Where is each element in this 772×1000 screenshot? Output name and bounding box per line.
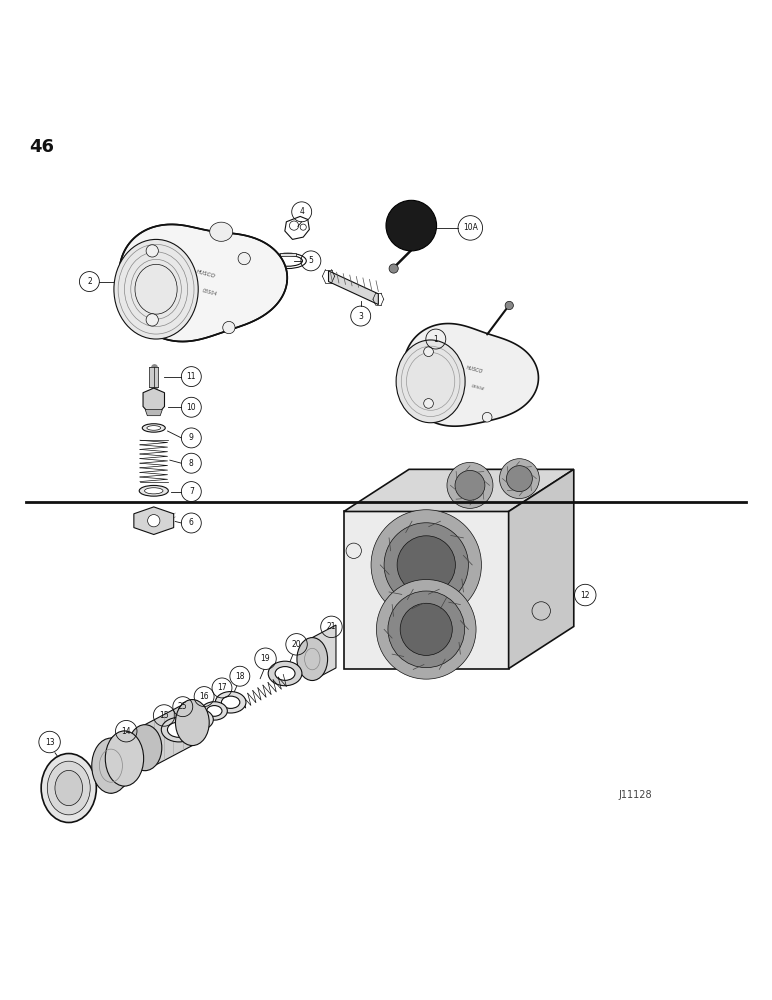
Polygon shape: [509, 469, 574, 669]
Text: 16: 16: [199, 692, 209, 701]
Text: 19: 19: [261, 654, 270, 663]
Ellipse shape: [297, 638, 327, 681]
Circle shape: [377, 580, 476, 679]
Circle shape: [424, 347, 433, 357]
Text: 10A: 10A: [463, 223, 478, 232]
Circle shape: [238, 252, 250, 265]
Ellipse shape: [168, 722, 191, 737]
Polygon shape: [344, 469, 574, 511]
Ellipse shape: [201, 702, 227, 720]
Ellipse shape: [207, 706, 222, 716]
Polygon shape: [312, 625, 336, 681]
Text: 03S04: 03S04: [471, 384, 485, 391]
Ellipse shape: [210, 222, 232, 241]
Ellipse shape: [222, 696, 240, 708]
Polygon shape: [149, 367, 158, 387]
Ellipse shape: [275, 667, 295, 680]
Polygon shape: [344, 511, 509, 669]
Polygon shape: [111, 731, 124, 793]
Text: 15: 15: [159, 711, 169, 720]
Ellipse shape: [144, 488, 163, 494]
Text: 9: 9: [189, 433, 194, 442]
Text: 25: 25: [178, 702, 188, 711]
Text: 13: 13: [45, 738, 54, 747]
Polygon shape: [329, 271, 378, 305]
Circle shape: [482, 412, 492, 422]
Ellipse shape: [175, 700, 209, 746]
Circle shape: [400, 603, 452, 655]
Polygon shape: [143, 388, 164, 413]
Ellipse shape: [147, 426, 161, 430]
Text: 03S04: 03S04: [201, 289, 218, 297]
Ellipse shape: [183, 709, 213, 730]
Circle shape: [389, 264, 398, 273]
Ellipse shape: [105, 731, 144, 786]
Ellipse shape: [128, 725, 162, 771]
Polygon shape: [145, 410, 162, 416]
Text: 8: 8: [189, 459, 194, 468]
Text: 5: 5: [309, 256, 313, 265]
Text: HUSCO: HUSCO: [466, 365, 483, 374]
Circle shape: [499, 459, 540, 499]
Polygon shape: [280, 253, 296, 256]
Text: HUSCO: HUSCO: [195, 269, 216, 279]
Circle shape: [397, 536, 455, 594]
Ellipse shape: [139, 485, 168, 496]
Text: 1: 1: [433, 335, 438, 344]
Ellipse shape: [55, 770, 83, 806]
Ellipse shape: [41, 754, 96, 823]
Circle shape: [506, 466, 533, 492]
Ellipse shape: [92, 738, 130, 793]
Circle shape: [424, 399, 433, 408]
Circle shape: [147, 515, 160, 527]
Circle shape: [388, 591, 465, 668]
Text: 14: 14: [121, 727, 131, 736]
Text: 21: 21: [327, 622, 336, 631]
Circle shape: [386, 200, 437, 251]
Ellipse shape: [396, 340, 465, 423]
Text: 11: 11: [187, 372, 196, 381]
Circle shape: [455, 470, 485, 500]
Text: 10: 10: [187, 403, 196, 412]
Text: 6: 6: [189, 518, 194, 527]
Polygon shape: [145, 700, 192, 771]
Text: 7: 7: [189, 487, 194, 496]
Ellipse shape: [114, 239, 198, 339]
Polygon shape: [403, 324, 538, 426]
Circle shape: [505, 301, 513, 310]
Text: 2: 2: [87, 277, 92, 286]
Circle shape: [223, 321, 235, 334]
Text: J11128: J11128: [618, 790, 652, 800]
Circle shape: [146, 245, 158, 257]
Ellipse shape: [268, 661, 302, 686]
Text: 17: 17: [217, 683, 227, 692]
Ellipse shape: [189, 713, 207, 726]
Ellipse shape: [47, 761, 90, 815]
Circle shape: [146, 314, 158, 326]
Polygon shape: [119, 224, 287, 342]
Circle shape: [371, 510, 482, 620]
Circle shape: [447, 462, 493, 508]
Text: 20: 20: [292, 640, 301, 649]
Text: 18: 18: [235, 672, 245, 681]
Text: 4: 4: [300, 207, 304, 216]
Ellipse shape: [215, 692, 246, 713]
Ellipse shape: [142, 424, 165, 432]
Circle shape: [384, 523, 469, 607]
Text: 12: 12: [581, 591, 590, 600]
Ellipse shape: [161, 717, 197, 742]
Text: 3: 3: [358, 312, 363, 321]
Text: 46: 46: [29, 138, 55, 156]
Polygon shape: [134, 507, 174, 534]
